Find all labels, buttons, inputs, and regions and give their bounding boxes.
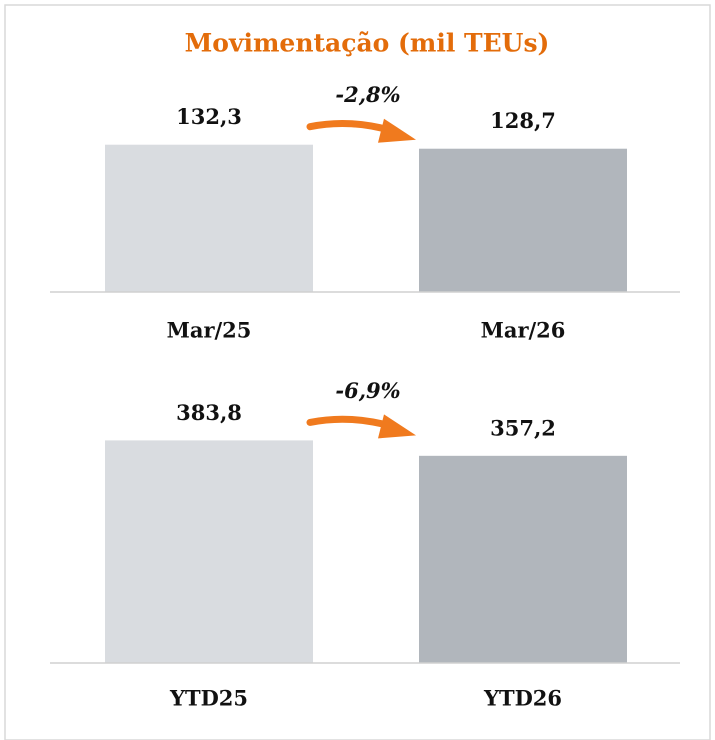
arrow-head xyxy=(378,414,416,439)
annotation: -6,9% xyxy=(335,378,400,403)
annotation: -2,8% xyxy=(335,82,400,107)
value-label: 128,7 xyxy=(490,108,556,133)
chart-title: Movimentação (mil TEUs) xyxy=(185,29,550,58)
bar xyxy=(419,455,627,663)
category-label: YTD25 xyxy=(169,686,248,711)
arrow-head xyxy=(378,118,416,143)
value-label: 132,3 xyxy=(176,104,242,129)
bar xyxy=(419,148,627,292)
bar xyxy=(105,440,313,663)
category-label: YTD26 xyxy=(483,686,562,711)
category-label: Mar/25 xyxy=(167,318,252,343)
value-label: 357,2 xyxy=(490,415,556,440)
value-label: 383,8 xyxy=(176,400,242,425)
bar xyxy=(105,144,313,292)
category-label: Mar/26 xyxy=(481,318,566,343)
